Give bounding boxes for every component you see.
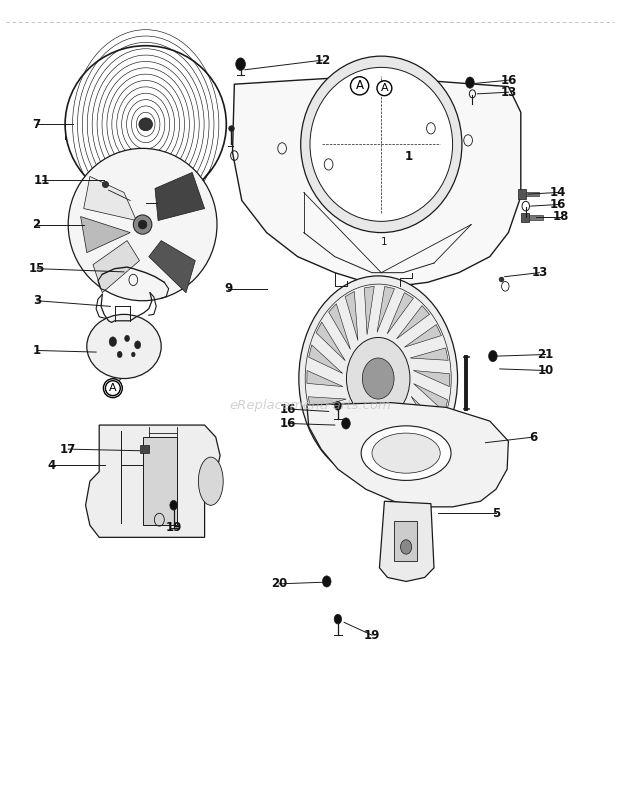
Text: A: A xyxy=(356,79,363,92)
Circle shape xyxy=(466,77,474,88)
Polygon shape xyxy=(149,241,195,293)
Text: 11: 11 xyxy=(34,174,50,187)
Polygon shape xyxy=(377,286,394,332)
Text: eReplacementParts.com: eReplacementParts.com xyxy=(229,399,391,411)
Polygon shape xyxy=(362,425,379,471)
Bar xyxy=(140,445,149,453)
Circle shape xyxy=(299,276,458,481)
Polygon shape xyxy=(327,418,360,452)
Polygon shape xyxy=(365,286,374,334)
Text: 3: 3 xyxy=(33,294,42,307)
Ellipse shape xyxy=(310,67,453,221)
Text: A: A xyxy=(381,83,388,93)
Bar xyxy=(529,215,542,220)
Text: 16: 16 xyxy=(500,74,516,87)
Bar xyxy=(143,437,177,525)
Text: 6: 6 xyxy=(529,431,538,444)
Polygon shape xyxy=(93,241,140,293)
Ellipse shape xyxy=(301,56,462,233)
Text: 21: 21 xyxy=(538,348,554,361)
Polygon shape xyxy=(155,172,205,221)
Circle shape xyxy=(401,540,412,554)
Polygon shape xyxy=(397,306,430,339)
Ellipse shape xyxy=(138,221,147,229)
Polygon shape xyxy=(414,371,450,387)
Bar xyxy=(394,521,417,561)
Circle shape xyxy=(362,358,394,399)
Circle shape xyxy=(322,576,331,587)
Text: 1: 1 xyxy=(33,344,42,357)
Polygon shape xyxy=(315,410,352,432)
Ellipse shape xyxy=(133,215,152,234)
Text: 9: 9 xyxy=(224,282,232,295)
Bar xyxy=(518,189,526,199)
Text: 4: 4 xyxy=(47,459,56,472)
Polygon shape xyxy=(382,423,392,471)
Circle shape xyxy=(236,58,246,71)
Circle shape xyxy=(334,614,342,624)
Ellipse shape xyxy=(87,314,161,379)
Ellipse shape xyxy=(139,118,153,131)
Bar xyxy=(526,192,539,196)
Text: 2: 2 xyxy=(32,218,40,231)
Text: 1: 1 xyxy=(381,237,388,247)
Text: 13: 13 xyxy=(500,86,516,99)
Polygon shape xyxy=(399,416,411,466)
Polygon shape xyxy=(406,407,428,453)
Circle shape xyxy=(125,335,130,342)
Ellipse shape xyxy=(372,433,440,473)
Polygon shape xyxy=(345,291,358,341)
Polygon shape xyxy=(410,348,448,360)
Polygon shape xyxy=(379,501,434,581)
Bar xyxy=(521,213,529,222)
Circle shape xyxy=(347,338,410,419)
Text: 5: 5 xyxy=(492,507,500,520)
Text: 19: 19 xyxy=(166,521,182,534)
Polygon shape xyxy=(411,396,440,435)
Polygon shape xyxy=(84,176,136,221)
Polygon shape xyxy=(343,423,370,464)
Text: 16: 16 xyxy=(280,417,296,430)
Circle shape xyxy=(109,337,117,346)
Circle shape xyxy=(131,352,135,357)
Circle shape xyxy=(489,350,497,362)
Polygon shape xyxy=(81,217,130,253)
Text: 12: 12 xyxy=(314,54,330,67)
Text: 19: 19 xyxy=(364,629,380,642)
Circle shape xyxy=(342,418,350,429)
Circle shape xyxy=(117,351,122,358)
Text: 15: 15 xyxy=(29,262,45,275)
Polygon shape xyxy=(404,325,441,347)
Polygon shape xyxy=(232,76,521,286)
Text: 20: 20 xyxy=(271,577,287,590)
Text: 1: 1 xyxy=(405,150,414,163)
Polygon shape xyxy=(329,304,350,350)
Polygon shape xyxy=(316,322,345,361)
Text: 18: 18 xyxy=(553,210,569,223)
Ellipse shape xyxy=(198,457,223,505)
Ellipse shape xyxy=(68,148,217,301)
Text: 13: 13 xyxy=(531,266,547,279)
Text: A: A xyxy=(109,382,117,395)
Polygon shape xyxy=(309,345,343,374)
Circle shape xyxy=(135,341,141,349)
Ellipse shape xyxy=(361,426,451,480)
Polygon shape xyxy=(387,293,414,334)
Polygon shape xyxy=(308,397,346,409)
Polygon shape xyxy=(86,425,220,537)
Polygon shape xyxy=(307,371,343,387)
Text: 14: 14 xyxy=(550,186,566,199)
Text: 16: 16 xyxy=(280,403,296,415)
Circle shape xyxy=(170,500,177,510)
Polygon shape xyxy=(307,403,508,507)
Text: 16: 16 xyxy=(550,198,566,211)
Text: 17: 17 xyxy=(60,443,76,456)
Text: 7: 7 xyxy=(32,118,40,131)
Circle shape xyxy=(335,402,341,410)
Polygon shape xyxy=(414,383,448,412)
Text: A: A xyxy=(109,383,117,393)
Text: 10: 10 xyxy=(538,364,554,377)
